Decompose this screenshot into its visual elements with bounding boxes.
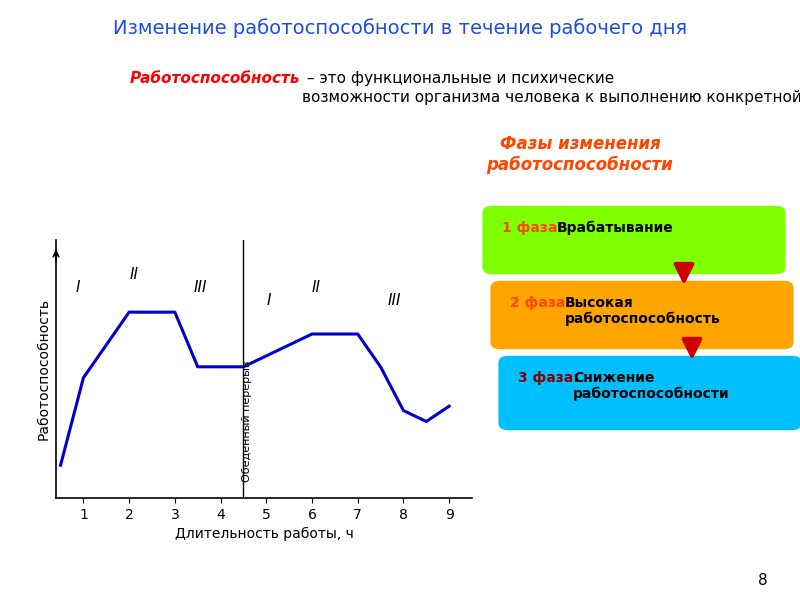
Text: Врабатывание: Врабатывание: [557, 221, 674, 235]
Text: 2 фаза:: 2 фаза:: [510, 296, 576, 310]
Text: Фазы изменения
работоспособности: Фазы изменения работоспособности: [486, 135, 674, 174]
Text: II: II: [130, 266, 138, 281]
Y-axis label: Работоспособность: Работоспособность: [37, 298, 50, 440]
X-axis label: Длительность работы, ч: Длительность работы, ч: [174, 527, 354, 541]
Text: Снижение
работоспособности: Снижение работоспособности: [573, 371, 730, 401]
Text: Высокая
работоспособность: Высокая работоспособность: [565, 296, 721, 326]
Text: I: I: [266, 293, 271, 308]
Text: III: III: [194, 280, 206, 295]
Text: 8: 8: [758, 573, 768, 588]
Text: Работоспособность: Работоспособность: [130, 71, 300, 86]
Text: 1 фаза:: 1 фаза:: [502, 221, 568, 235]
Text: II: II: [312, 280, 321, 295]
Text: III: III: [387, 293, 401, 308]
Text: 3 фаза:: 3 фаза:: [518, 371, 584, 385]
Text: Обеденный перерыв: Обеденный перерыв: [242, 361, 252, 482]
Text: Изменение работоспособности в течение рабочего дня: Изменение работоспособности в течение ра…: [113, 18, 687, 38]
Text: I: I: [76, 280, 80, 295]
Text: – это функциональные и психические
возможности организма человека к выполнению к: – это функциональные и психические возмо…: [302, 71, 800, 104]
